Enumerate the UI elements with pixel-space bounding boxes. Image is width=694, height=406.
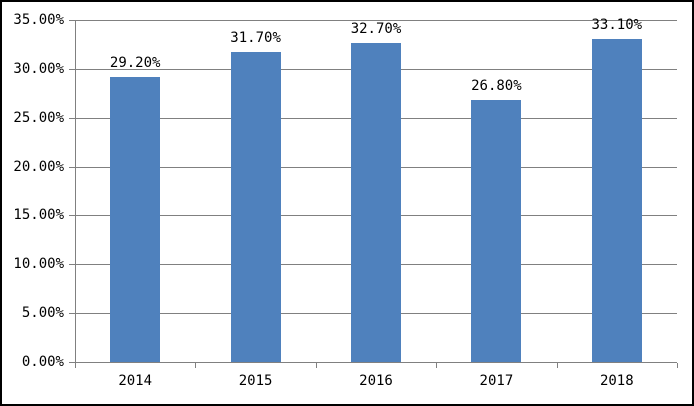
y-axis-tick-label: 15.00%: [13, 207, 64, 224]
y-axis-tick-label: 20.00%: [13, 158, 64, 175]
y-axis-tick: [69, 166, 75, 168]
bar-2016[interactable]: [351, 42, 401, 362]
y-axis-tick: [69, 215, 75, 217]
y-axis-tick-label: 0.00%: [21, 354, 64, 370]
y-gridline: [75, 20, 677, 21]
bar-value-label: 29.20%: [109, 54, 161, 71]
x-axis-category-label: 2018: [599, 373, 634, 389]
bar-2017[interactable]: [471, 100, 522, 362]
y-axis-tick-label: 25.00%: [13, 109, 64, 126]
bar-value-label: 31.70%: [230, 30, 281, 47]
bar-2015[interactable]: [230, 52, 281, 362]
x-axis-tick: [315, 363, 317, 368]
y-axis-tick: [69, 20, 75, 21]
bar-value-label: 32.70%: [350, 20, 402, 37]
y-axis-tick-label: 30.00%: [13, 60, 64, 77]
y-axis-line: [75, 20, 76, 367]
y-axis-tick: [69, 117, 75, 119]
y-axis-tick-label: 10.00%: [13, 256, 64, 273]
x-axis-line: [75, 362, 677, 363]
x-axis-tick: [75, 363, 76, 368]
x-axis-tick: [195, 363, 197, 368]
x-axis-category-label: 2014: [118, 373, 153, 389]
bar-value-label: 26.80%: [471, 78, 522, 95]
x-axis-category-label: 2015: [238, 373, 273, 389]
x-axis-tick: [436, 363, 438, 368]
y-axis-tick-label: 35.00%: [13, 12, 64, 28]
y-axis-tick: [69, 264, 75, 266]
x-axis-tick: [677, 363, 678, 368]
x-axis-category-label: 2017: [479, 373, 514, 389]
y-axis-tick-label: 5.00%: [21, 305, 64, 322]
bar-2014[interactable]: [110, 76, 161, 362]
bar-value-label: 33.10%: [591, 16, 643, 33]
x-axis-category-label: 2016: [359, 373, 393, 389]
y-axis-tick: [69, 68, 75, 70]
y-axis-tick: [69, 362, 75, 363]
bar-2018[interactable]: [591, 38, 642, 362]
y-axis-tick: [69, 313, 75, 315]
x-axis-tick: [556, 363, 558, 368]
